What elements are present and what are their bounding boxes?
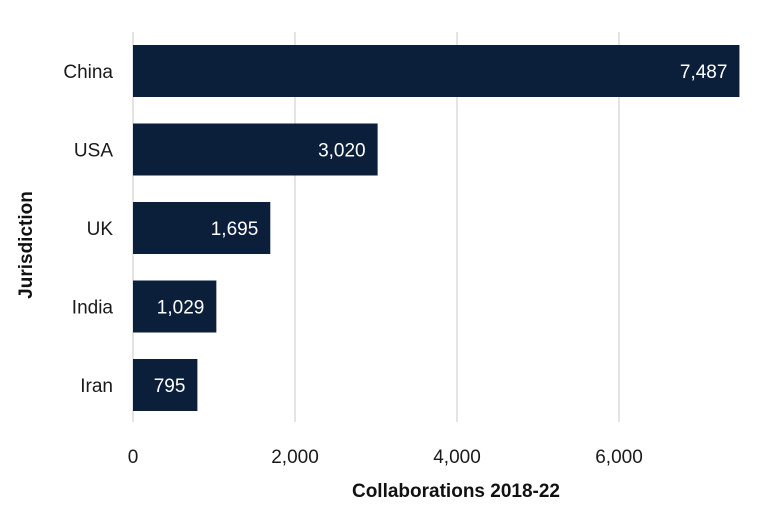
bar-usa	[133, 123, 378, 176]
bar-value-label: 3,020	[318, 141, 366, 162]
bar-india	[133, 280, 217, 333]
x-tick-labels: 0 2,000 4,000 6,000	[128, 447, 643, 468]
bar-value-label: 1,029	[157, 298, 205, 319]
category-labels: China USA UK India Iran	[63, 62, 113, 397]
bar-value-label: 1,695	[211, 219, 259, 240]
bar-uk	[133, 202, 271, 254]
bars: 7,487 3,020 1,695 1,029 795	[133, 45, 740, 411]
bar-iran	[133, 359, 198, 411]
bar-china	[133, 45, 740, 97]
x-tick-label: 0	[128, 447, 139, 468]
bar-value-label: 7,487	[680, 62, 728, 83]
y-axis-title: Jurisdiction	[16, 191, 37, 299]
category-label: UK	[87, 219, 114, 240]
category-label: China	[63, 62, 113, 83]
x-tick-label: 2,000	[271, 447, 319, 468]
x-tick-label: 4,000	[433, 447, 481, 468]
category-label: Iran	[80, 376, 113, 397]
x-axis-title: Collaborations 2018-22	[352, 481, 560, 502]
bar-value-label: 795	[154, 376, 186, 397]
category-label: India	[72, 298, 114, 319]
x-tick-label: 6,000	[595, 447, 643, 468]
category-label: USA	[74, 141, 113, 162]
